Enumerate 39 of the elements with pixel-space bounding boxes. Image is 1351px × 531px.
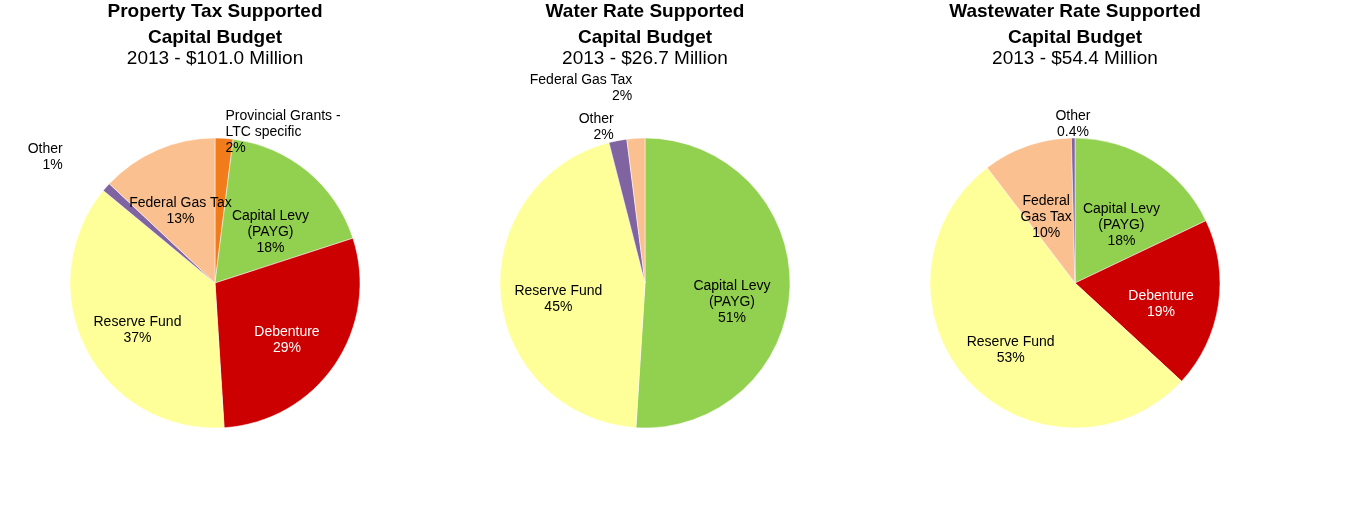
data-label: 29% bbox=[272, 338, 301, 355]
data-label: 2% bbox=[225, 139, 246, 156]
slice-label: Provincial Grants - LTC specific bbox=[225, 107, 341, 140]
chart-subtitle: 2013 - $54.4 Million bbox=[992, 47, 1158, 68]
text: Capital Budget bbox=[147, 26, 283, 47]
text: Water Rate Supported bbox=[545, 0, 745, 21]
data-label: 53% bbox=[996, 348, 1025, 365]
data-label: 51% bbox=[717, 308, 746, 325]
data-label: 18% bbox=[256, 238, 285, 255]
slice-label: Capital Levy (PAYG) bbox=[1082, 200, 1160, 233]
slice-label: Other bbox=[1055, 107, 1091, 124]
chart-subtitle: 2013 - $101.0 Million bbox=[126, 47, 304, 68]
data-label: 2% bbox=[593, 125, 614, 142]
text: Capital Budget bbox=[1007, 26, 1143, 47]
data-label: 37% bbox=[123, 329, 152, 346]
slice-label: Reserve Fund bbox=[966, 332, 1055, 349]
data-label: 13% bbox=[166, 210, 195, 227]
data-label: 2% bbox=[612, 87, 633, 104]
text: Property Tax Supported bbox=[107, 0, 323, 21]
slice-label: Debenture bbox=[1128, 287, 1194, 304]
chart-subtitle: 2013 - $26.7 Million bbox=[562, 47, 728, 68]
text: Wastewater Rate Supported bbox=[949, 0, 1201, 21]
slice-label: Reserve Fund bbox=[93, 313, 182, 330]
slice-label: Federal Gas Tax bbox=[129, 194, 232, 211]
data-label: 0.4% bbox=[1056, 123, 1089, 140]
slice-label: Federal Gas Tax bbox=[529, 71, 633, 88]
slice-label: Other bbox=[578, 109, 615, 126]
slice-label: Federal Gas Tax bbox=[1020, 191, 1072, 224]
slice-label: Debenture bbox=[254, 322, 320, 339]
data-label: 10% bbox=[1032, 223, 1061, 240]
slice-label: Reserve Fund bbox=[514, 282, 603, 299]
slice-label: Capital Levy (PAYG) bbox=[693, 276, 771, 309]
text: Capital Budget bbox=[577, 26, 713, 47]
data-label: 45% bbox=[544, 298, 573, 315]
data-label: 19% bbox=[1147, 303, 1176, 320]
slice-label: Other bbox=[27, 139, 64, 156]
slice-label: Capital Levy (PAYG) bbox=[231, 206, 309, 239]
data-label: 18% bbox=[1107, 232, 1136, 249]
data-label: 1% bbox=[42, 155, 63, 172]
